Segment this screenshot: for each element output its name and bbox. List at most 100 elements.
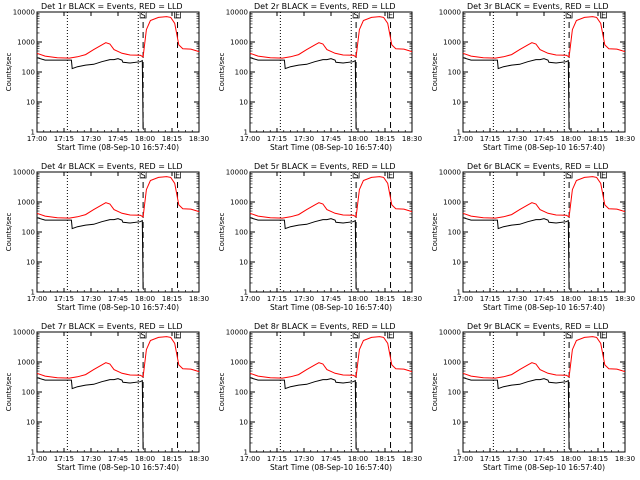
x-tick-label: 17:15 — [267, 135, 287, 143]
x-tick-label: 17:45 — [108, 455, 128, 463]
y-tick-label: 10000 — [13, 329, 35, 337]
x-tick-label: 17:30 — [81, 295, 101, 303]
x-tick-label: 17:30 — [507, 455, 527, 463]
time-marker-label: S — [141, 331, 146, 340]
detector-panel: Det 1r BLACK = Events, RED = LLD 17:00 17:… — [5, 2, 209, 152]
time-marker-label: E — [388, 171, 393, 180]
y-tick-label: 10 — [26, 259, 35, 267]
y-tick-label: 100 — [235, 69, 248, 77]
time-marker-label: S — [567, 11, 572, 20]
time-marker-label: E — [175, 171, 180, 180]
y-tick-label: 1000 — [17, 359, 35, 367]
time-marker-box — [565, 171, 573, 179]
y-tick-label: 1000 — [443, 39, 461, 47]
x-tick-label: 17:45 — [108, 135, 128, 143]
y-tick-label: 10000 — [226, 329, 248, 337]
x-tick-label: 18:00 — [348, 135, 368, 143]
time-marker-box — [352, 331, 360, 339]
y-tick-label: 1 — [31, 289, 35, 297]
time-marker-label: E — [601, 331, 606, 340]
x-tick-label: 18:00 — [135, 135, 155, 143]
x-axis-label: Start Time (08-Sep-10 16:57:40) — [270, 303, 392, 312]
events-rate-line — [249, 217, 358, 290]
y-tick-label: 1 — [31, 129, 35, 137]
lld-rate-line — [249, 176, 413, 219]
x-tick-label: 18:00 — [561, 295, 581, 303]
x-tick-label: 18:15 — [375, 295, 395, 303]
lld-rate-line — [249, 336, 413, 379]
plot-frame — [462, 11, 626, 133]
time-marker-label: S — [141, 171, 146, 180]
plot-frame — [36, 171, 200, 293]
x-tick-label: 17:30 — [81, 135, 101, 143]
y-tick-label: 10000 — [439, 169, 461, 177]
y-tick-label: 1 — [244, 129, 248, 137]
y-tick-label: 1 — [31, 449, 35, 457]
y-tick-label: 10 — [239, 419, 248, 427]
time-marker-box — [174, 11, 181, 19]
time-marker-box — [174, 171, 181, 179]
y-tick-label: 10 — [239, 99, 248, 107]
y-tick-label: 100 — [448, 69, 461, 77]
lld-rate-line — [36, 16, 200, 59]
x-tick-label: 18:30 — [402, 295, 422, 303]
events-rate-line — [36, 57, 145, 130]
detector-panel: Det 7r BLACK = Events, RED = LLD 17:00 17:… — [5, 322, 209, 472]
y-tick-label: 10 — [239, 259, 248, 267]
x-tick-label: 18:15 — [162, 455, 182, 463]
x-tick-label: 17:00 — [27, 295, 47, 303]
x-tick-label: 17:30 — [294, 295, 314, 303]
time-marker-box — [565, 11, 573, 19]
x-tick-label: 18:00 — [135, 295, 155, 303]
panel-title: Det 4r BLACK = Events, RED = LLD — [41, 162, 183, 171]
time-marker-box — [387, 11, 394, 19]
time-marker-box — [139, 11, 147, 19]
detector-panel: Det 8r BLACK = Events, RED = LLD 17:00 17:… — [218, 322, 422, 472]
x-tick-label: 17:45 — [321, 455, 341, 463]
time-marker-label: E — [388, 331, 393, 340]
events-rate-line — [249, 377, 358, 450]
plot-frame — [249, 11, 413, 133]
y-tick-label: 100 — [22, 69, 35, 77]
y-axis-label: Counts/sec — [5, 53, 13, 92]
y-tick-label: 1000 — [17, 39, 35, 47]
y-tick-label: 10 — [452, 99, 461, 107]
y-axis-label: Counts/sec — [431, 53, 439, 92]
time-marker-box — [600, 171, 607, 179]
x-tick-label: 17:30 — [294, 455, 314, 463]
events-rate-line — [462, 57, 571, 130]
y-axis-label: Counts/sec — [218, 53, 226, 92]
x-axis-label: Start Time (08-Sep-10 16:57:40) — [483, 303, 605, 312]
y-axis-label: Counts/sec — [5, 373, 13, 412]
x-tick-label: 17:00 — [240, 135, 260, 143]
detector-panel: Det 3r BLACK = Events, RED = LLD 17:00 17:… — [431, 2, 635, 152]
events-rate-line — [36, 377, 145, 450]
y-tick-label: 100 — [22, 389, 35, 397]
time-marker-label: S — [354, 331, 359, 340]
detector-panel: Det 5r BLACK = Events, RED = LLD 17:00 17:… — [218, 162, 422, 312]
x-axis-label: Start Time (08-Sep-10 16:57:40) — [483, 463, 605, 472]
x-tick-label: 17:15 — [480, 135, 500, 143]
panel-title: Det 9r BLACK = Events, RED = LLD — [467, 322, 609, 331]
x-tick-label: 17:45 — [108, 295, 128, 303]
y-tick-label: 100 — [448, 389, 461, 397]
lld-rate-line — [36, 336, 200, 379]
x-tick-label: 18:00 — [561, 455, 581, 463]
plot-frame — [249, 331, 413, 453]
time-marker-box — [600, 11, 607, 19]
x-tick-label: 17:45 — [534, 135, 554, 143]
events-rate-line — [249, 57, 358, 130]
time-marker-label: E — [175, 331, 180, 340]
panel-title: Det 8r BLACK = Events, RED = LLD — [254, 322, 396, 331]
plot-frame — [36, 11, 200, 133]
x-axis-label: Start Time (08-Sep-10 16:57:40) — [270, 143, 392, 152]
x-tick-label: 18:30 — [615, 295, 635, 303]
x-tick-label: 18:15 — [375, 455, 395, 463]
y-axis-label: Counts/sec — [218, 373, 226, 412]
plot-frame — [462, 331, 626, 453]
x-tick-label: 17:15 — [54, 135, 74, 143]
y-tick-label: 100 — [22, 229, 35, 237]
x-tick-label: 17:15 — [480, 295, 500, 303]
time-marker-box — [174, 331, 181, 339]
x-tick-label: 18:30 — [189, 455, 209, 463]
